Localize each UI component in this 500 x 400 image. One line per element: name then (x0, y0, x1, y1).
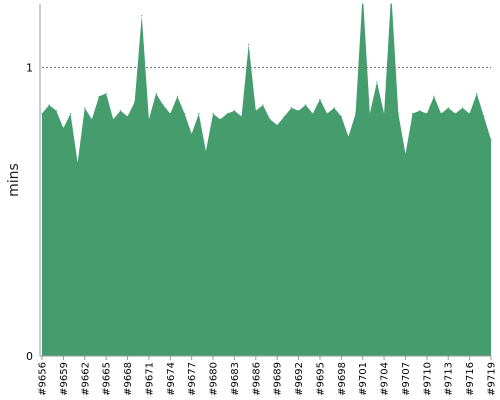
data-point-9702 (369, 113, 371, 115)
x-tick-label: #9668 (123, 362, 134, 396)
x-tick-label: #9710 (422, 362, 433, 396)
data-point-9713 (447, 107, 449, 109)
data-point-9700 (354, 113, 357, 115)
data-point-9707 (404, 153, 407, 155)
data-point-9663 (91, 118, 93, 121)
data-point-9665 (105, 92, 107, 95)
data-point-9673 (162, 104, 164, 106)
data-point-9694 (312, 113, 314, 115)
x-tick-label: #9686 (251, 362, 262, 396)
data-point-9697 (333, 107, 335, 109)
x-tick-label: #9659 (59, 362, 70, 396)
data-point-9706 (397, 113, 399, 115)
data-point-9698 (340, 115, 342, 118)
y-tick-label: 0 (26, 350, 33, 363)
data-point-9659 (62, 127, 64, 129)
data-point-9670 (141, 14, 143, 17)
axes: 0 1 #9656 #9659 #9662 #9665 #9668 #9671 #9674 #96… (26, 4, 498, 396)
data-point-9717 (476, 92, 478, 95)
data-point-9695 (319, 98, 321, 100)
data-point-9691 (290, 107, 293, 109)
x-tick-label: #9683 (230, 362, 241, 396)
data-point-9674 (169, 113, 171, 115)
data-point-9711 (433, 95, 435, 97)
data-point-9683 (233, 110, 236, 112)
data-point-9662 (84, 107, 86, 109)
y-tick-label: 1 (26, 61, 33, 74)
data-point-9705 (390, 3, 392, 5)
data-point-9704 (383, 113, 385, 115)
x-tick-label: #9662 (80, 362, 91, 396)
data-point-9684 (240, 115, 243, 118)
data-point-9679 (205, 150, 207, 152)
data-point-9699 (347, 136, 350, 138)
x-tick-label: #9692 (294, 362, 305, 396)
x-tick-label: #9713 (444, 362, 455, 396)
data-point-9668 (126, 115, 129, 118)
data-point-9676 (183, 113, 186, 115)
area-series (42, 4, 491, 356)
data-point-9716 (469, 113, 471, 115)
data-point-9671 (148, 118, 150, 121)
data-point-9708 (412, 113, 414, 115)
data-point-9693 (305, 104, 307, 106)
data-point-9709 (419, 110, 421, 112)
x-tick-label: #9665 (102, 362, 113, 396)
data-point-9685 (248, 43, 250, 45)
data-point-9703 (376, 81, 378, 83)
plot-area (41, 3, 492, 356)
x-tick-label: #9671 (144, 362, 155, 396)
x-tick-label: #9677 (187, 362, 198, 396)
data-point-9677 (191, 133, 193, 135)
data-point-9701 (362, 3, 364, 5)
x-tick-label: #9674 (166, 362, 177, 396)
data-point-9658 (55, 110, 57, 112)
x-tick-label: #9680 (209, 362, 220, 396)
data-point-9719 (490, 139, 492, 141)
data-point-9710 (426, 113, 428, 115)
data-point-9660 (69, 113, 72, 115)
data-point-9661 (77, 162, 79, 164)
data-point-9667 (119, 110, 121, 112)
data-point-9687 (262, 104, 264, 106)
x-tick-label: #9701 (358, 362, 369, 396)
x-tick-label: #9704 (380, 362, 391, 396)
data-point-9714 (454, 113, 456, 115)
data-point-9680 (212, 113, 214, 115)
data-point-9690 (283, 115, 285, 118)
data-point-9718 (483, 115, 485, 118)
data-point-9672 (155, 92, 157, 95)
data-point-9657 (48, 104, 50, 106)
data-point-9686 (255, 110, 257, 112)
y-axis-label: mins (6, 163, 22, 197)
data-point-9678 (198, 113, 200, 115)
data-point-9656 (41, 113, 43, 115)
data-point-9666 (112, 118, 114, 121)
x-tick-label: #9707 (401, 362, 412, 396)
data-point-9681 (219, 118, 221, 121)
x-tick-label: #9716 (465, 362, 476, 396)
x-tick-label: #9698 (337, 362, 348, 396)
data-point-9688 (269, 118, 271, 121)
x-tick-label: #9695 (315, 362, 326, 396)
x-tick-label: #9656 (38, 362, 49, 396)
data-point-9689 (276, 124, 278, 126)
data-point-9664 (98, 95, 100, 97)
data-point-9675 (176, 95, 179, 97)
x-tick-label: #9719 (487, 362, 498, 396)
data-point-9682 (226, 113, 228, 115)
data-point-9712 (440, 113, 442, 115)
data-point-9696 (326, 113, 328, 115)
data-point-9669 (134, 101, 136, 103)
data-point-9692 (297, 110, 300, 112)
x-tick-label: #9689 (273, 362, 284, 396)
data-point-9715 (461, 107, 464, 109)
